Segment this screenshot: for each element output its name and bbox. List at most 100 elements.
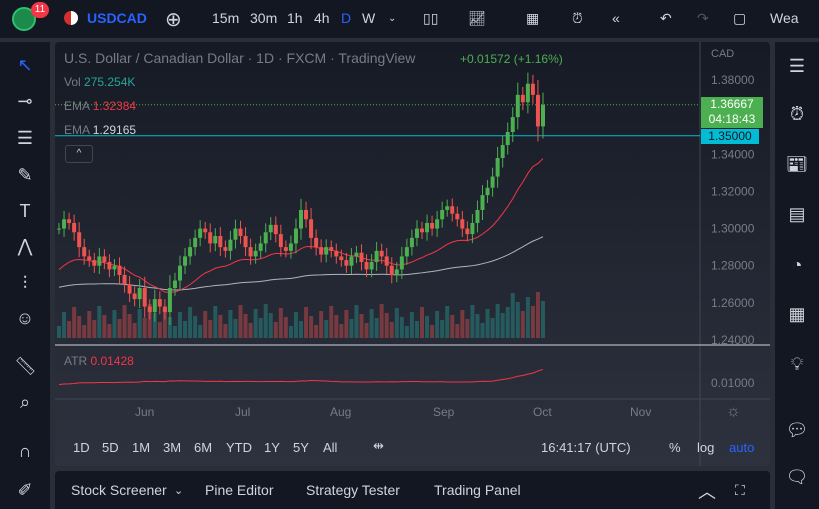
ruler-icon[interactable]: 📏︎ <box>14 356 37 376</box>
candle-body <box>213 235 218 244</box>
prediction-icon[interactable]: ⫶ <box>22 273 28 293</box>
collapse-panel-icon[interactable]: ︿ <box>698 482 716 502</box>
range-3m[interactable]: 3M <box>163 440 182 455</box>
goto-date-icon[interactable]: ⇹ <box>373 438 384 453</box>
candle-body <box>334 250 339 257</box>
candles-icon[interactable]: ▯▯ <box>423 10 439 26</box>
volume-bar <box>203 311 208 338</box>
fib-icon[interactable]: ☰ <box>16 128 34 148</box>
emoji-icon[interactable]: ☺ <box>15 308 35 328</box>
time-tick: Aug <box>330 405 351 419</box>
symbol-button[interactable]: USDCAD <box>87 10 147 26</box>
indicators-icon[interactable]: 📈︎ <box>468 10 486 26</box>
settings-icon[interactable]: ☼ <box>726 403 741 420</box>
alert-icon[interactable]: ⏰︎ <box>572 10 583 26</box>
range-1d[interactable]: 1D <box>73 440 90 455</box>
candle-body <box>339 256 344 261</box>
tab-trading-panel[interactable]: Trading Panel <box>434 482 521 498</box>
candle-body <box>183 256 188 266</box>
candle-body <box>414 228 419 238</box>
range-1y[interactable]: 1Y <box>264 440 280 455</box>
cursor-icon[interactable]: ↖ <box>17 55 33 75</box>
text-icon[interactable]: T <box>19 201 31 221</box>
replay-icon[interactable]: « <box>612 10 620 26</box>
candle-body <box>344 260 349 266</box>
tab-stock-screener[interactable]: Stock Screener <box>71 482 167 498</box>
brush-icon[interactable]: ✎ <box>17 165 33 185</box>
alarm-icon[interactable]: ⏰︎ <box>789 104 805 124</box>
range-5d[interactable]: 5D <box>102 440 119 455</box>
candle-body <box>425 222 430 233</box>
auto-toggle[interactable]: auto <box>729 440 755 455</box>
chat-icon[interactable]: 💬︎ <box>785 420 809 440</box>
currency-selector[interactable]: CAD <box>711 48 735 60</box>
interval-1h[interactable]: 1h <box>287 10 303 26</box>
pattern-icon[interactable]: ⋀ <box>17 236 33 256</box>
tab-pine-editor[interactable]: Pine Editor <box>205 482 274 498</box>
candle-body <box>278 234 283 248</box>
interval-4h[interactable]: 4h <box>314 10 330 26</box>
range-all[interactable]: All <box>323 440 338 455</box>
chevron-down-icon[interactable]: ⌄ <box>388 13 397 24</box>
ema1-value: 1.32384 <box>92 99 137 113</box>
chevron-down-icon[interactable]: ⌄ <box>174 485 184 497</box>
trend-line-icon[interactable]: ⊸ <box>17 91 33 111</box>
range-1m[interactable]: 1M <box>132 440 151 455</box>
watchlist-icon[interactable]: ☰ <box>788 56 806 76</box>
chart-panel[interactable]: 1.38000 1.34000 1.32000 1.30000 1.28000 1.260… <box>55 42 770 466</box>
tab-strategy-tester[interactable]: Strategy Tester <box>306 482 400 498</box>
time-tick: Jun <box>135 405 154 419</box>
volume-bar <box>278 308 283 338</box>
ideas-icon[interactable]: 💡︎ <box>790 354 804 374</box>
interval-d[interactable]: D <box>341 10 352 26</box>
candle-body <box>117 265 122 275</box>
volume-bar <box>288 326 293 338</box>
clock[interactable]: 16:41:17 (UTC) <box>541 440 631 455</box>
volume-bar <box>445 306 450 338</box>
news-icon[interactable]: 📰︎ <box>785 154 809 174</box>
range-5y[interactable]: 5Y <box>293 440 309 455</box>
volume-bar <box>470 305 475 338</box>
interval-15m[interactable]: 15m <box>212 10 240 26</box>
log-toggle[interactable]: log <box>697 440 715 455</box>
price-chart[interactable]: 1.38000 1.34000 1.32000 1.30000 1.28000 1.260… <box>55 42 770 466</box>
ema1-label: EMA <box>64 99 90 113</box>
collapse-legend-button[interactable]: ^ <box>65 145 93 163</box>
layout-icon[interactable]: ▦ <box>526 10 540 26</box>
candle-body <box>203 228 208 233</box>
range-ytd[interactable]: YTD <box>226 440 252 455</box>
candle-body <box>299 209 303 229</box>
volume-bar <box>394 308 399 338</box>
magnet-icon[interactable]: ∩ <box>18 441 32 461</box>
weather-button[interactable]: Wea <box>770 10 799 26</box>
price-tick: 1.38000 <box>711 73 755 87</box>
zoom-icon[interactable]: ⌕ <box>19 392 31 412</box>
calendar-icon[interactable]: ▦ <box>788 304 806 324</box>
volume-bar <box>142 318 147 338</box>
screener-icon[interactable]: ▤ <box>788 204 806 224</box>
add-symbol-icon[interactable]: ⊕ <box>165 9 182 31</box>
interval-w[interactable]: W <box>362 10 376 26</box>
volume-bar <box>364 323 369 338</box>
maximize-panel-icon[interactable]: ⛶ <box>735 482 745 498</box>
price-tick: 1.32000 <box>711 184 755 198</box>
fullscreen-icon[interactable]: ▢ <box>733 10 747 26</box>
candle-body <box>435 219 440 229</box>
legend-title: U.S. Dollar / Canadian Dollar · 1D · FXC… <box>64 50 416 66</box>
undo-icon[interactable]: ↶ <box>660 10 672 26</box>
percent-toggle[interactable]: % <box>669 440 681 455</box>
interval-30m[interactable]: 30m <box>250 10 278 26</box>
hotlist-icon[interactable]: ◔ <box>791 255 803 275</box>
lock-draw-icon[interactable]: ✐ <box>17 480 33 500</box>
volume-bar <box>490 318 495 338</box>
volume-bar <box>485 309 490 338</box>
candle-body <box>77 232 82 248</box>
range-6m[interactable]: 6M <box>194 440 213 455</box>
candle-body <box>132 293 137 300</box>
messages-icon[interactable]: 🗨︎ <box>785 467 809 487</box>
candle-body <box>87 256 92 261</box>
redo-icon[interactable]: ↷ <box>697 10 709 26</box>
time-tick: Jul <box>235 405 250 419</box>
candle-body <box>379 250 384 257</box>
time-tick: Oct <box>533 405 552 419</box>
